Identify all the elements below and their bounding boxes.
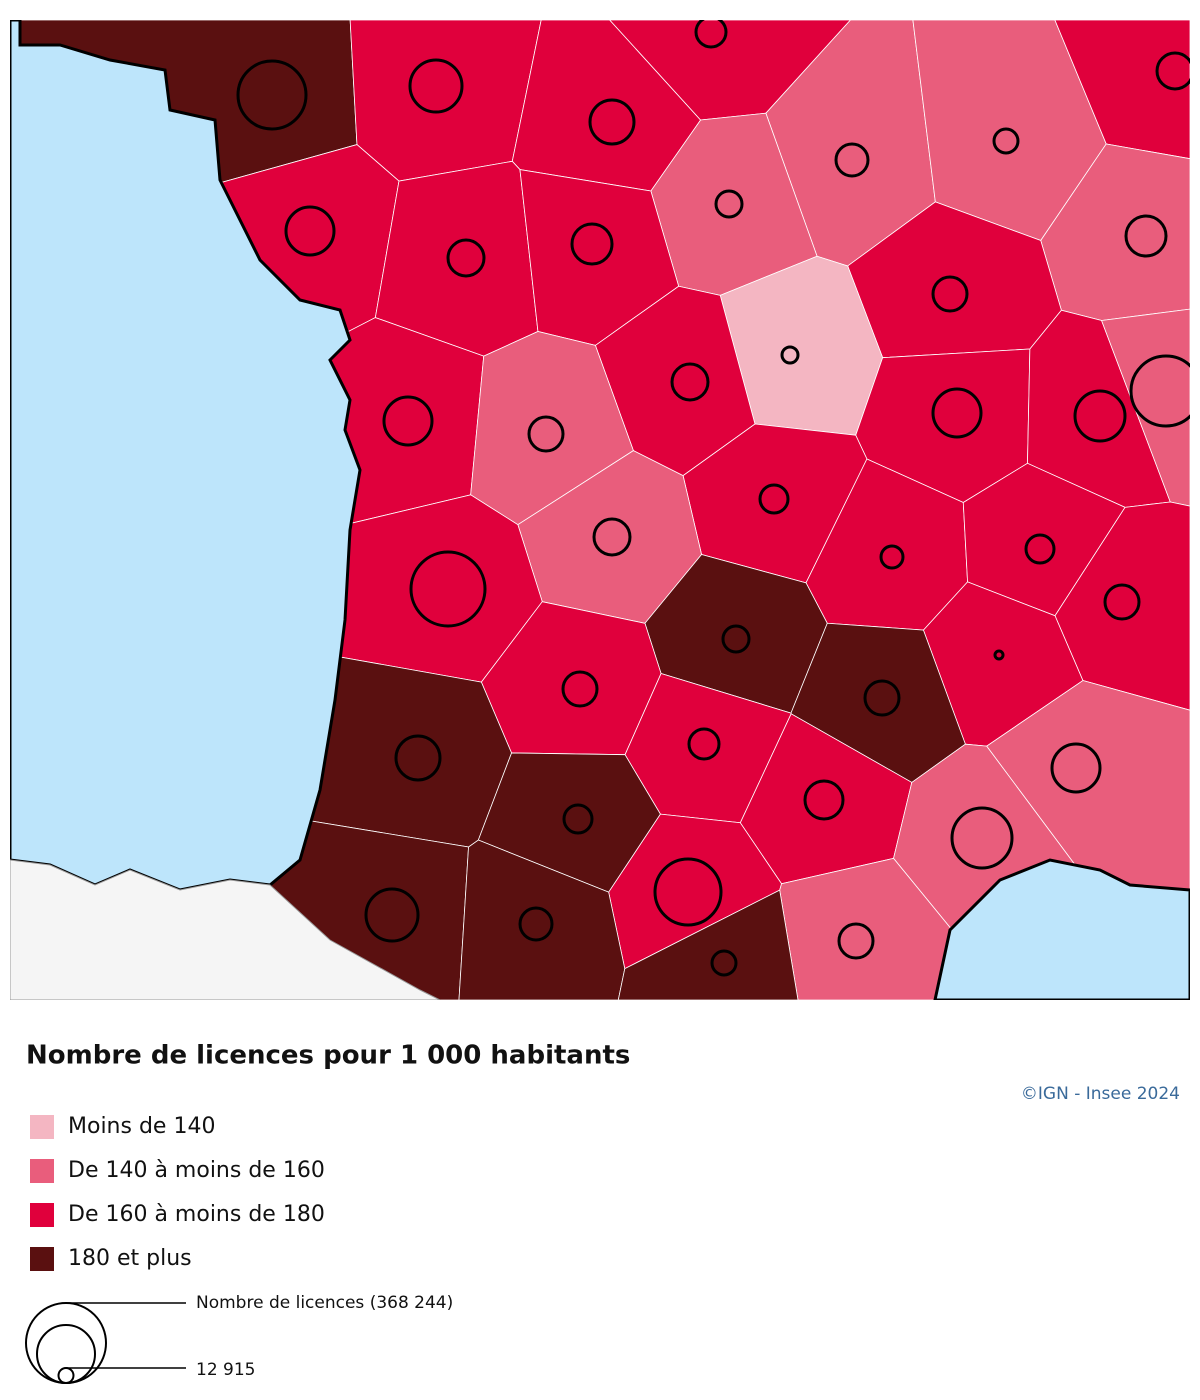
licences-circle [409, 550, 487, 628]
legend-swatch [30, 1159, 54, 1183]
licences-circle [694, 20, 728, 49]
licences-circle [653, 857, 723, 927]
licences-circle [710, 949, 738, 977]
licences-circle [364, 887, 420, 943]
legend-swatch [30, 1247, 54, 1271]
legend-title: Nombre de licences pour 1 000 habitants [26, 1041, 630, 1071]
legend-circle-mid [36, 1324, 96, 1384]
licences-circle [382, 395, 434, 447]
licences-circle [879, 544, 905, 570]
licences-circle [518, 906, 554, 942]
licences-circle [408, 58, 464, 114]
licences-circle [561, 670, 599, 708]
licences-circle [394, 734, 442, 782]
licences-circle [670, 362, 710, 402]
licences-circle [446, 238, 486, 278]
licences-circle [1024, 533, 1056, 565]
licences-circle [588, 98, 636, 146]
licences-circle [1073, 389, 1127, 443]
licences-circle [834, 142, 870, 178]
licences-circle [1050, 742, 1102, 794]
department [1054, 20, 1190, 160]
legend-swatch [30, 1115, 54, 1139]
legend-size-label: Nombre de licences (368 244) [196, 1293, 453, 1313]
legend-circle-max [25, 1302, 107, 1384]
licences-circle [284, 205, 336, 257]
licences-circle [931, 275, 969, 313]
licences-circle [780, 345, 800, 365]
licences-circle [803, 779, 845, 821]
licences-circle [562, 803, 594, 835]
department [617, 889, 799, 1000]
map [10, 20, 1190, 1000]
licences-circle [236, 59, 308, 131]
legend-label: De 160 à moins de 180 [68, 1202, 325, 1227]
licences-circle [687, 727, 721, 761]
department [349, 20, 542, 182]
licences-circle [592, 517, 632, 557]
licences-circle [721, 624, 751, 654]
legend-swatch [30, 1203, 54, 1227]
licences-circle [1103, 583, 1141, 621]
licences-circle [863, 679, 901, 717]
mediterranean-sea [933, 858, 1190, 1000]
licences-circle [527, 415, 565, 453]
licences-circle [758, 483, 790, 515]
legend-label: 180 et plus [68, 1246, 192, 1271]
licences-circle [1155, 51, 1190, 91]
licences-circle [1129, 354, 1190, 428]
legend-label: Moins de 140 [68, 1114, 215, 1139]
licences-circle [950, 806, 1014, 870]
licences-circle [714, 189, 744, 219]
spain [10, 859, 441, 1000]
legend-circle-min [57, 1367, 75, 1385]
source: ©IGN - Insee 2024 [1021, 1084, 1180, 1104]
licences-circle [992, 127, 1020, 155]
licences-circle [931, 387, 983, 439]
licences-circle [570, 222, 614, 266]
licences-circle [1124, 214, 1168, 258]
legend-label: De 140 à moins de 160 [68, 1158, 325, 1183]
licences-circle [837, 922, 875, 960]
licences-circle [993, 649, 1005, 661]
legend-size-label: 12 915 [196, 1360, 255, 1380]
